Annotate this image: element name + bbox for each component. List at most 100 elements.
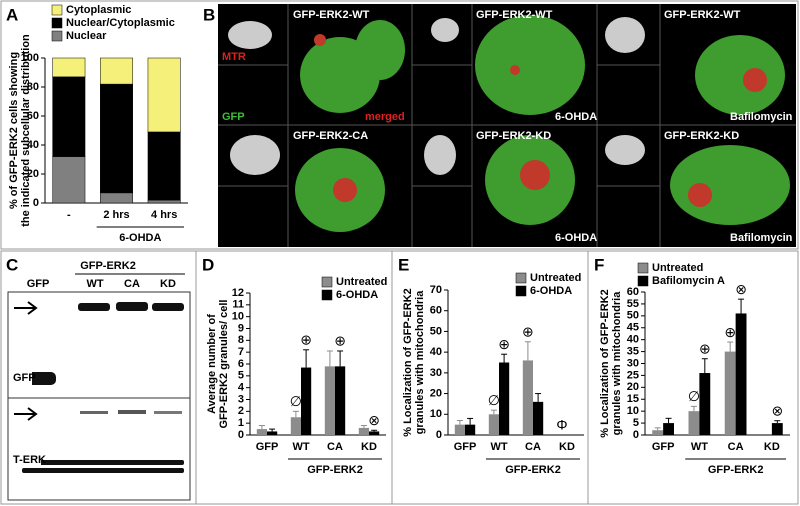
y-tick-label: 25 bbox=[627, 369, 639, 381]
image-label: GFP-ERK2-WT bbox=[476, 9, 553, 21]
x-tick-label: GFP bbox=[652, 441, 675, 453]
bar-segment bbox=[52, 57, 86, 78]
group-label: GFP-ERK2 bbox=[505, 464, 561, 476]
y-tick-label: 8 bbox=[238, 334, 244, 346]
x-tick-label: CA bbox=[728, 441, 744, 453]
y-tick-label: 0 bbox=[238, 429, 244, 441]
bar-segment bbox=[52, 156, 86, 204]
spot bbox=[510, 65, 520, 75]
y-tick-label: 0 bbox=[33, 197, 39, 209]
row-label: GFP bbox=[13, 372, 36, 384]
image-label: 6-OHDA bbox=[555, 111, 597, 123]
x-tick-label: KD bbox=[361, 441, 377, 453]
x-tick-label: KD bbox=[764, 441, 780, 453]
bar bbox=[499, 362, 510, 435]
y-axis-label: Average number of bbox=[206, 314, 218, 414]
bar-segment bbox=[52, 76, 86, 157]
image-label: GFP-ERK2-WT bbox=[664, 9, 741, 21]
bar bbox=[488, 414, 499, 435]
gray-cell bbox=[424, 135, 456, 175]
blot-frame bbox=[7, 291, 191, 501]
significance-symbol: ⊕ bbox=[498, 336, 510, 352]
y-tick-label: 1 bbox=[238, 417, 244, 429]
y-tick-label: 10 bbox=[627, 405, 639, 417]
legend-swatch bbox=[321, 289, 333, 301]
x-tick-label: 2 hrs bbox=[103, 209, 129, 221]
x-tick-label: WT bbox=[490, 441, 507, 453]
significance-symbol: ⊕ bbox=[724, 324, 736, 340]
bar-segment bbox=[100, 83, 133, 194]
panel-label: B bbox=[203, 5, 215, 24]
significance-symbol: ⊗ bbox=[735, 281, 747, 297]
bar bbox=[735, 313, 747, 435]
bands bbox=[22, 302, 184, 473]
significance-symbol: ⊕ bbox=[334, 333, 346, 349]
x-tick-label: 4 hrs bbox=[151, 209, 177, 221]
legend-swatch bbox=[51, 4, 63, 16]
group-label: GFP-ERK2 bbox=[708, 464, 764, 476]
bar bbox=[454, 424, 465, 435]
legend-label: Nuclear bbox=[66, 30, 107, 42]
lane-label: GFP bbox=[27, 278, 50, 290]
arrow bbox=[14, 407, 38, 421]
cell bbox=[475, 15, 585, 115]
bar bbox=[335, 366, 346, 435]
cell bbox=[355, 20, 405, 80]
y-tick-label: 60 bbox=[27, 110, 39, 122]
y-tick-label: 100 bbox=[21, 52, 39, 64]
legend-swatch bbox=[637, 275, 649, 287]
blot-header: GFP-ERK2 bbox=[80, 260, 136, 272]
image-label: Bafilomycin bbox=[730, 232, 793, 244]
significance-symbol: ∅ bbox=[488, 392, 500, 408]
y-tick-label: 40 bbox=[627, 334, 639, 346]
y-axis-label: granules with mitochondria bbox=[611, 291, 623, 436]
y-tick-label: 50 bbox=[430, 325, 442, 337]
bar-segment bbox=[100, 57, 133, 85]
y-tick-label: 40 bbox=[27, 139, 39, 151]
image-label: GFP-ERK2-KD bbox=[664, 130, 739, 142]
significance-symbol: ⊗ bbox=[771, 402, 783, 418]
panel-label: D bbox=[202, 255, 214, 274]
y-tick-label: 7 bbox=[238, 346, 244, 358]
y-tick-label: 2 bbox=[238, 405, 244, 417]
y-tick-label: 50 bbox=[627, 310, 639, 322]
group-label: 6-OHDA bbox=[119, 232, 161, 244]
gray-cell bbox=[605, 17, 645, 53]
band bbox=[118, 410, 146, 414]
band bbox=[116, 302, 148, 311]
image-label: merged bbox=[365, 111, 405, 123]
spot bbox=[314, 34, 326, 46]
x-tick-label: GFP bbox=[256, 441, 279, 453]
x-tick-label: CA bbox=[327, 441, 343, 453]
gray-cell bbox=[431, 18, 459, 42]
x-tick-label: CA bbox=[525, 441, 541, 453]
bar bbox=[369, 431, 380, 435]
panel-label: A bbox=[6, 5, 18, 24]
significance-symbol: ⊕ bbox=[300, 332, 312, 348]
bar bbox=[301, 367, 312, 435]
y-axis-label: the indicated subcellular distribution bbox=[20, 34, 32, 227]
legend-label: Untreated bbox=[336, 276, 387, 288]
image-label: GFP-ERK2-CA bbox=[293, 130, 368, 142]
bar bbox=[267, 431, 278, 435]
x-tick-label: WT bbox=[691, 441, 708, 453]
cell bbox=[670, 145, 790, 225]
image-label: Bafilomycin bbox=[730, 111, 793, 123]
bar bbox=[771, 423, 783, 435]
bar bbox=[324, 366, 335, 435]
group-label: GFP-ERK2 bbox=[307, 464, 363, 476]
y-tick-label: 80 bbox=[27, 81, 39, 93]
bar bbox=[522, 360, 533, 435]
x-tick-label: KD bbox=[559, 441, 575, 453]
bar bbox=[465, 424, 476, 435]
bar bbox=[533, 401, 544, 435]
y-tick-label: 0 bbox=[633, 429, 639, 441]
y-axis-label: % of GFP-ERK2 cells showing bbox=[8, 52, 20, 209]
panel-label: F bbox=[594, 255, 604, 274]
panel-label: E bbox=[398, 255, 409, 274]
band bbox=[78, 303, 110, 311]
lane-label: WT bbox=[86, 278, 103, 290]
cells bbox=[295, 15, 790, 232]
y-tick-label: 0 bbox=[436, 429, 442, 441]
